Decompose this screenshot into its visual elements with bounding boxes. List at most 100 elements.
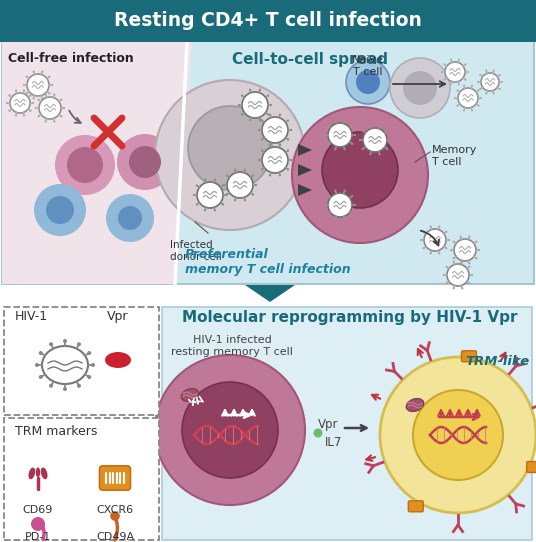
- Circle shape: [241, 113, 243, 115]
- Circle shape: [252, 193, 254, 196]
- Circle shape: [445, 62, 465, 82]
- Circle shape: [267, 113, 269, 115]
- Text: Molecular reprogramming by HIV-1 Vpr: Molecular reprogramming by HIV-1 Vpr: [182, 310, 518, 325]
- Circle shape: [287, 150, 289, 152]
- Circle shape: [438, 252, 441, 254]
- Circle shape: [334, 218, 337, 221]
- Polygon shape: [2, 42, 192, 284]
- Circle shape: [471, 109, 473, 111]
- Circle shape: [467, 71, 469, 73]
- Circle shape: [262, 117, 288, 143]
- Text: CD49A: CD49A: [96, 532, 134, 542]
- Circle shape: [344, 218, 346, 221]
- Circle shape: [459, 236, 462, 238]
- Circle shape: [478, 105, 480, 107]
- FancyBboxPatch shape: [461, 351, 477, 362]
- Circle shape: [67, 147, 103, 183]
- Circle shape: [244, 199, 246, 202]
- Circle shape: [23, 89, 25, 92]
- Circle shape: [10, 93, 30, 113]
- Circle shape: [327, 125, 329, 127]
- Circle shape: [443, 274, 445, 276]
- Circle shape: [77, 384, 81, 388]
- Circle shape: [8, 94, 11, 96]
- Circle shape: [452, 261, 455, 263]
- Text: Vpr: Vpr: [318, 418, 339, 431]
- Polygon shape: [298, 184, 312, 196]
- Bar: [2, 41, 534, 284]
- Circle shape: [269, 114, 271, 116]
- Circle shape: [249, 119, 251, 121]
- Circle shape: [249, 88, 251, 91]
- Circle shape: [31, 517, 45, 531]
- Circle shape: [452, 287, 455, 289]
- FancyBboxPatch shape: [100, 466, 130, 490]
- Circle shape: [63, 387, 67, 391]
- Circle shape: [461, 287, 464, 289]
- Circle shape: [35, 107, 37, 109]
- FancyBboxPatch shape: [4, 307, 159, 415]
- Circle shape: [445, 266, 448, 268]
- Circle shape: [39, 375, 43, 379]
- Circle shape: [481, 73, 499, 91]
- Circle shape: [477, 81, 479, 83]
- Circle shape: [106, 194, 154, 242]
- Text: HIV-1 infected
resting memory T cell: HIV-1 infected resting memory T cell: [171, 335, 293, 357]
- Text: Infected
donor cell: Infected donor cell: [170, 240, 222, 262]
- Circle shape: [458, 59, 460, 61]
- Circle shape: [63, 107, 65, 109]
- Circle shape: [363, 128, 387, 152]
- Circle shape: [351, 125, 353, 127]
- Circle shape: [38, 99, 40, 101]
- Circle shape: [438, 225, 441, 228]
- Circle shape: [262, 147, 288, 173]
- Circle shape: [390, 58, 450, 118]
- Circle shape: [452, 257, 455, 259]
- Circle shape: [452, 241, 455, 243]
- Circle shape: [458, 88, 478, 108]
- Text: HIV-1: HIV-1: [15, 310, 48, 323]
- Circle shape: [450, 249, 452, 251]
- Circle shape: [475, 241, 478, 243]
- Circle shape: [493, 93, 495, 94]
- Circle shape: [15, 89, 17, 92]
- Circle shape: [445, 247, 448, 249]
- Circle shape: [443, 79, 445, 81]
- Circle shape: [238, 104, 240, 106]
- Circle shape: [463, 109, 465, 111]
- Circle shape: [447, 264, 469, 286]
- Ellipse shape: [181, 389, 199, 402]
- Circle shape: [334, 120, 337, 122]
- Circle shape: [344, 190, 346, 192]
- Circle shape: [15, 114, 17, 117]
- Circle shape: [429, 252, 432, 254]
- Text: PD-1: PD-1: [25, 532, 51, 542]
- Circle shape: [155, 80, 305, 230]
- Text: Preferential
memory T cell infection: Preferential memory T cell infection: [185, 248, 351, 276]
- Circle shape: [234, 199, 236, 202]
- Circle shape: [6, 102, 8, 104]
- Circle shape: [48, 75, 50, 78]
- Circle shape: [63, 339, 67, 343]
- Circle shape: [369, 125, 371, 127]
- Circle shape: [479, 88, 481, 90]
- Circle shape: [471, 274, 473, 276]
- Circle shape: [354, 204, 356, 206]
- Circle shape: [351, 143, 353, 145]
- Circle shape: [362, 148, 364, 150]
- Ellipse shape: [36, 467, 40, 478]
- FancyBboxPatch shape: [162, 307, 532, 540]
- Circle shape: [287, 119, 289, 122]
- Circle shape: [378, 125, 381, 127]
- Circle shape: [261, 138, 263, 140]
- Text: Resting CD4+ T cell infection: Resting CD4+ T cell infection: [114, 11, 422, 30]
- Circle shape: [259, 119, 261, 121]
- Circle shape: [252, 175, 254, 177]
- Circle shape: [26, 92, 28, 94]
- Circle shape: [48, 92, 50, 94]
- Circle shape: [242, 92, 268, 118]
- Circle shape: [39, 97, 61, 119]
- Bar: [0, 0, 536, 42]
- Text: IL7: IL7: [325, 436, 343, 449]
- Circle shape: [188, 106, 272, 190]
